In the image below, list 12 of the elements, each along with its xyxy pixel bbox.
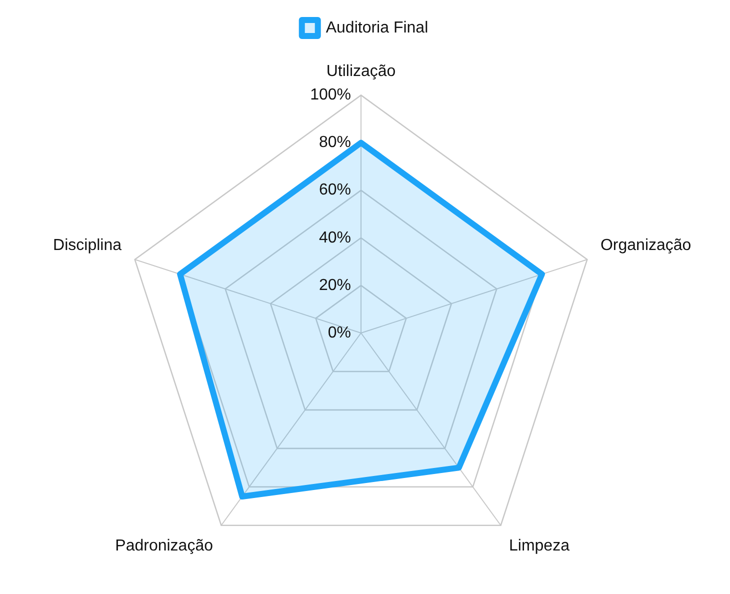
spoke-label: Organização [600, 236, 692, 254]
y-tick-label: 20% [318, 276, 351, 294]
y-tick-label: 100% [310, 86, 351, 104]
spoke-label: Disciplina [53, 236, 122, 254]
y-tick-label: 40% [318, 229, 351, 246]
y-tick-label: 80% [318, 134, 351, 152]
spoke-label: Utilização [326, 63, 396, 80]
spoke-label: Padronização [115, 538, 214, 555]
y-tick-label: 0% [328, 324, 351, 342]
legend-label: Auditoria Final [326, 19, 428, 36]
y-tick-label: 60% [318, 182, 351, 199]
spoke-label: Limpeza [509, 538, 570, 555]
